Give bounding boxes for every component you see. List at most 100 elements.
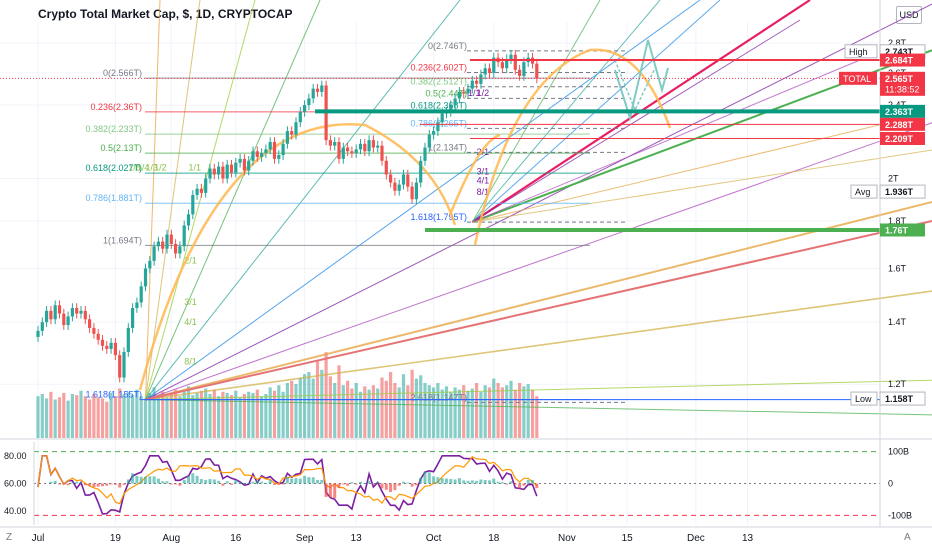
- volume-bar: [100, 398, 105, 438]
- histogram-bar: [109, 483, 113, 485]
- price-tick-label: 2.8T: [888, 38, 907, 48]
- histogram-bar: [346, 483, 350, 486]
- histogram-bar: [505, 483, 509, 485]
- histogram-bar: [83, 483, 87, 486]
- trend-line: [145, 219, 932, 401]
- volume-bar: [423, 383, 427, 438]
- volume-bar: [449, 391, 453, 438]
- histogram-bar: [212, 479, 216, 484]
- fib-level-label: 1(2.134T): [428, 142, 467, 152]
- volume-bar: [414, 378, 418, 438]
- volume-bar: [45, 398, 49, 438]
- candle-body: [470, 80, 474, 89]
- candle-body: [367, 140, 371, 152]
- gann-fan-line: [145, 0, 161, 400]
- fib-level-label: 1.618(1.795T): [410, 212, 467, 222]
- currency-button[interactable]: USD: [896, 6, 922, 24]
- histogram-bar: [273, 483, 276, 485]
- cup-arcs: [138, 39, 672, 391]
- candle-body: [333, 141, 337, 146]
- price-marker: [880, 71, 925, 96]
- histogram-bar: [522, 483, 526, 486]
- fib-level-label: 1.618(1.155T): [85, 390, 142, 400]
- histogram-bar: [277, 483, 281, 485]
- histogram-bar: [333, 483, 337, 499]
- volume-bar: [303, 374, 307, 438]
- volume-bar: [298, 377, 302, 438]
- candle-body: [100, 339, 105, 346]
- volume-bar: [247, 391, 251, 438]
- price-marker: [879, 184, 926, 199]
- volume-bar: [397, 387, 401, 438]
- volume-bar: [307, 372, 311, 438]
- volume-bar: [410, 369, 414, 438]
- histogram-bar: [126, 479, 130, 484]
- histogram-bar: [156, 478, 160, 484]
- auto-scale-toggle[interactable]: A: [904, 532, 911, 543]
- cup-arc: [473, 48, 672, 246]
- volume-bar: [251, 392, 255, 438]
- candle-body: [165, 234, 169, 249]
- candle-body: [229, 164, 234, 173]
- histogram-bar: [359, 481, 362, 484]
- histogram-bar: [513, 483, 517, 485]
- histogram-bar: [531, 479, 534, 484]
- volume-bar: [221, 391, 225, 438]
- candle-body: [475, 80, 479, 84]
- volume-bar: [367, 389, 371, 438]
- horizontal-levels: [0, 59, 880, 401]
- histogram-bar: [131, 473, 135, 484]
- candle-body: [410, 186, 414, 200]
- candle-body: [156, 241, 160, 247]
- histogram-bar: [53, 480, 57, 484]
- histogram-bar: [230, 483, 233, 485]
- price-marker-value: 1.158T: [885, 394, 914, 404]
- candle-body: [371, 140, 375, 148]
- candle-body: [113, 342, 117, 356]
- volume-bar: [57, 397, 62, 438]
- histogram-bar: [402, 481, 405, 484]
- candle-body: [36, 330, 40, 337]
- price-marker: [880, 117, 925, 131]
- histogram-bar: [264, 483, 268, 485]
- histogram-bar: [449, 479, 453, 484]
- log-scale-toggle[interactable]: Z: [6, 532, 13, 543]
- volume-bar: [92, 394, 96, 438]
- price-marker-value: 1.936T: [885, 187, 914, 197]
- rsi-fast-line: [37, 455, 538, 515]
- volume-bar: [487, 387, 492, 438]
- histogram-bar: [320, 479, 324, 484]
- indicator-right-tick: 0: [888, 479, 893, 489]
- candle-body: [135, 302, 139, 309]
- candle-body: [105, 345, 109, 349]
- volume-bar: [135, 389, 139, 438]
- price-tick-label: 1.2T: [888, 379, 907, 389]
- volume-bar: [212, 389, 216, 438]
- candle-body: [466, 88, 470, 94]
- candle-body: [83, 310, 87, 320]
- candle-body: [307, 98, 311, 106]
- histogram-bar: [135, 475, 139, 484]
- price-marker: [880, 53, 925, 67]
- price-marker-value: 2.684T: [885, 56, 914, 66]
- candle-body: [401, 174, 406, 185]
- price-marker-value: 2.288T: [885, 120, 914, 130]
- indicator-right-tick: 100B: [888, 447, 909, 457]
- histogram-bar: [169, 483, 173, 485]
- volume-bar: [126, 391, 130, 438]
- volume-bar: [376, 388, 380, 438]
- candle-body: [453, 98, 457, 106]
- histogram-bar: [371, 483, 375, 485]
- histogram-bar: [475, 480, 479, 484]
- histogram-bar: [440, 478, 444, 484]
- histogram-bar: [58, 483, 61, 485]
- candle-body: [397, 184, 401, 191]
- price-marker-tag-text: Avg: [855, 187, 870, 197]
- volume-bar: [40, 394, 44, 438]
- candle-body: [272, 141, 277, 159]
- candle-body: [492, 57, 496, 73]
- candle-body: [122, 351, 126, 378]
- histogram-bar: [225, 481, 229, 484]
- candle-body: [535, 63, 539, 79]
